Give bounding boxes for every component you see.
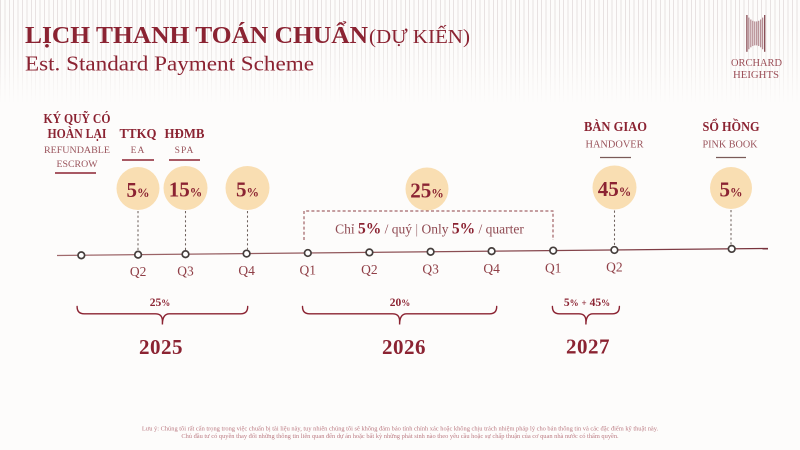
svg-text:HĐMB: HĐMB <box>165 126 205 141</box>
svg-text:2025: 2025 <box>139 335 183 359</box>
svg-text:Q1: Q1 <box>300 263 317 278</box>
svg-text:Est. Standard Payment Scheme: Est. Standard Payment Scheme <box>25 52 314 76</box>
svg-text:2026: 2026 <box>382 335 426 359</box>
svg-text:REFUNDABLE: REFUNDABLE <box>44 146 110 156</box>
svg-text:Q2: Q2 <box>361 262 378 277</box>
svg-text:Q2: Q2 <box>606 260 623 275</box>
svg-text:20%: 20% <box>390 297 411 309</box>
svg-text:5% + 45%: 5% + 45% <box>564 297 610 309</box>
svg-text:Chỉ 5% / quý | Only 5% / quart: Chỉ 5% / quý | Only 5% / quarter <box>335 221 524 238</box>
svg-text:ORCHARD: ORCHARD <box>731 58 782 69</box>
svg-text:25%: 25% <box>150 297 171 309</box>
svg-text:PINK BOOK: PINK BOOK <box>703 140 759 151</box>
svg-text:SPA: SPA <box>175 146 195 156</box>
svg-text:ESCROW: ESCROW <box>57 160 98 170</box>
svg-text:TTKQ: TTKQ <box>120 126 157 141</box>
svg-text:BÀN GIAO: BÀN GIAO <box>584 119 647 134</box>
svg-text:LỊCH THANH TOÁN CHUẨN: LỊCH THANH TOÁN CHUẨN <box>25 20 368 49</box>
svg-text:HEIGHTS: HEIGHTS <box>733 70 779 81</box>
svg-text:HANDOVER: HANDOVER <box>586 140 644 151</box>
svg-text:Q1: Q1 <box>545 260 562 275</box>
svg-text:Q2: Q2 <box>130 264 147 279</box>
svg-text:Lưu ý: Chúng tôi rất cẩn trọng: Lưu ý: Chúng tôi rất cẩn trọng trong việ… <box>142 426 659 433</box>
svg-text:Q4: Q4 <box>238 263 255 278</box>
svg-text:SỔ HỒNG: SỔ HỒNG <box>703 119 760 134</box>
svg-text:Chủ đầu tư có quyền thay đổi n: Chủ đầu tư có quyền thay đổi những thông… <box>181 433 619 440</box>
svg-text:Q3: Q3 <box>177 264 194 279</box>
svg-text:(DỰ KIẾN): (DỰ KIẾN) <box>369 24 470 48</box>
svg-text:EA: EA <box>131 146 146 156</box>
svg-text:KÝ QUỸ CÓ: KÝ QUỸ CÓ <box>44 111 111 126</box>
svg-text:Q3: Q3 <box>422 261 439 276</box>
svg-text:HOÀN LẠI: HOÀN LẠI <box>48 126 107 141</box>
svg-text:Q4: Q4 <box>483 261 500 276</box>
svg-text:2027: 2027 <box>566 335 610 359</box>
svg-text:25%: 25% <box>410 179 444 203</box>
